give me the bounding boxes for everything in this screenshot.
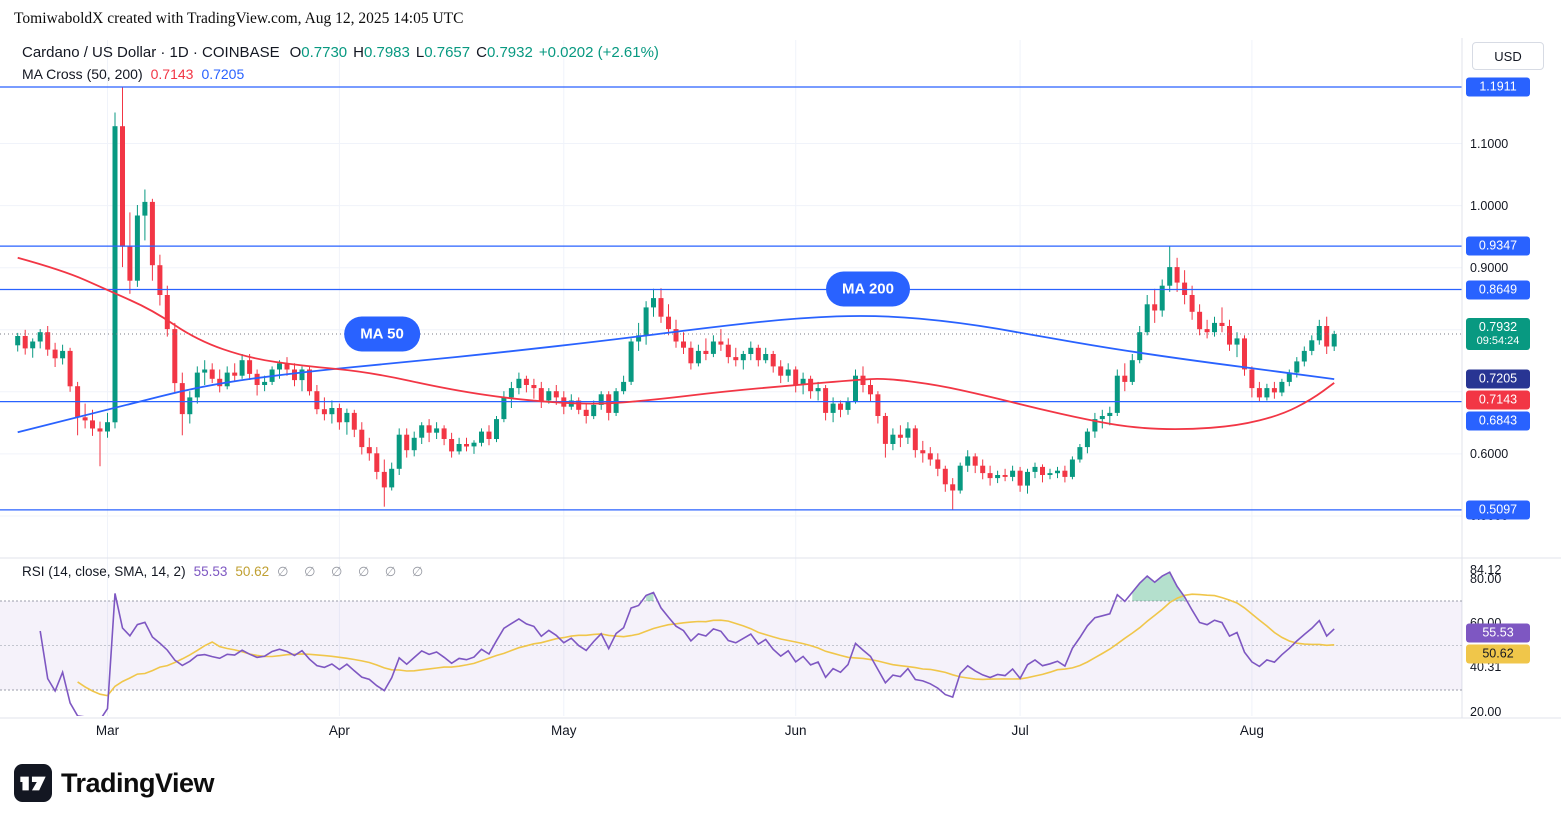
ohlc-low: L0.7657 (415, 44, 471, 61)
indicator-title[interactable]: MA Cross (50, 200) (22, 66, 143, 82)
rsi-ma-value: 50.62 (235, 564, 270, 579)
symbol-legend: Cardano / US Dollar · 1D · COINBASE O0.7… (22, 44, 659, 61)
tradingview-wordmark: TradingView (61, 767, 215, 798)
annotation-ma-200[interactable]: MA 200 (826, 271, 910, 307)
indicator-ma50-value: 0.7143 (150, 66, 194, 82)
change-value: +0.0202 (+2.61%) (538, 44, 659, 61)
ohlc-close: C0.7932 (476, 44, 533, 61)
rsi-value: 55.53 (193, 564, 228, 579)
attribution-text: TomiwaboldX created with TradingView.com… (14, 10, 464, 27)
currency-toggle-button[interactable]: USD (1472, 42, 1544, 70)
annotation-ma-50[interactable]: MA 50 (344, 316, 420, 352)
tradingview-logo-icon (14, 764, 52, 802)
tradingview-logo[interactable]: TradingView (14, 764, 215, 802)
ohlc-open: O0.7730 (289, 44, 348, 61)
ohlc-high: H0.7983 (353, 44, 410, 61)
rsi-legend: RSI (14, close, SMA, 14, 2) 55.53 50.62 … (22, 564, 429, 580)
rsi-hidden-values: ∅ ∅ ∅ ∅ ∅ ∅ (277, 564, 430, 579)
indicator-legend: MA Cross (50, 200) 0.7143 0.7205 (22, 66, 244, 82)
symbol-title[interactable]: Cardano / US Dollar · 1D · COINBASE (22, 44, 280, 61)
indicator-ma200-value: 0.7205 (201, 66, 245, 82)
rsi-title[interactable]: RSI (14, close, SMA, 14, 2) (22, 564, 186, 579)
